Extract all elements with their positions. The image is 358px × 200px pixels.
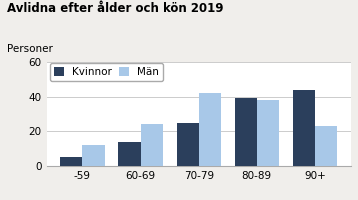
Text: Avlidna efter ålder och kön 2019: Avlidna efter ålder och kön 2019 <box>7 2 224 15</box>
Bar <box>118 142 141 166</box>
Bar <box>141 124 163 166</box>
Bar <box>257 100 279 166</box>
Bar <box>82 145 105 166</box>
Bar <box>293 90 315 166</box>
Bar <box>235 98 257 166</box>
Bar <box>176 123 199 166</box>
Legend: Kvinnor, Män: Kvinnor, Män <box>49 63 163 81</box>
Bar <box>315 126 337 166</box>
Bar <box>61 157 82 166</box>
Bar <box>199 93 221 166</box>
Text: Personer: Personer <box>7 44 53 54</box>
